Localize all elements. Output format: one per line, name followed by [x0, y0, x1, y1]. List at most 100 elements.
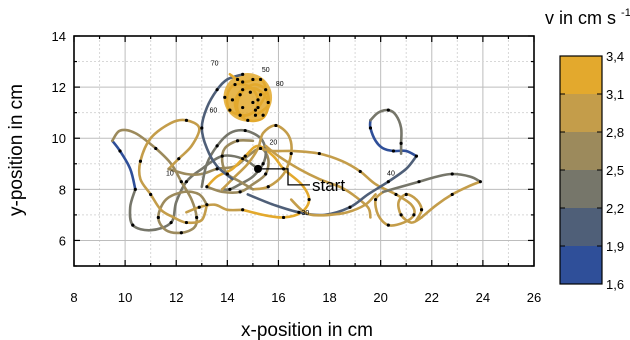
colorbar-title: v in cm s -1 [545, 7, 630, 28]
time-marker [200, 126, 204, 130]
time-marker [228, 108, 232, 112]
time-marker [248, 90, 252, 94]
time-marker [274, 123, 278, 128]
time-marker [238, 93, 242, 97]
axis-ticks: 8 10 12 14 16 18 20 22 24 26 6 8 10 12 14 [52, 29, 542, 305]
colorbar-tick-label: 3,4 [606, 49, 624, 64]
time-marker [238, 113, 242, 117]
time-marker [215, 167, 219, 171]
time-marker [256, 98, 260, 102]
time-marker [179, 231, 183, 235]
time-marker [241, 105, 245, 110]
x-tick-label: 10 [118, 290, 132, 305]
time-annotations: 10 20 30 40 50 60 70 80 start [166, 60, 395, 217]
trajectory-segment [264, 144, 372, 219]
time-marker [131, 223, 135, 227]
colorbar-tick-label: 1,6 [606, 277, 624, 292]
x-tick-label: 18 [322, 290, 336, 305]
time-marker [235, 139, 240, 143]
y-axis-title: y-position in cm [6, 84, 27, 216]
colorbar-band [560, 132, 602, 170]
time-marker [373, 197, 378, 202]
colorbar-band [560, 246, 602, 284]
colorbar-tick-label: 1,9 [606, 239, 624, 254]
trajectory-segment [200, 73, 244, 181]
time-marker [450, 192, 454, 197]
time-marker [348, 205, 352, 209]
time-marker [238, 190, 242, 194]
time-marker [258, 146, 263, 151]
time-marker [241, 72, 245, 76]
colorbar-title-exponent: -1 [621, 7, 630, 19]
x-tick-label: 22 [425, 290, 439, 305]
colorbar-band [560, 94, 602, 132]
trajectory-segment [369, 108, 403, 155]
time-marker [154, 146, 158, 151]
time-marker [205, 203, 209, 207]
time-marker [399, 213, 403, 217]
x-tick-label: 26 [527, 290, 541, 305]
time-marker [184, 180, 189, 184]
time-marker [414, 154, 419, 158]
trajectory-markers [118, 72, 482, 235]
y-tick-label: 10 [52, 131, 66, 146]
time-marker [251, 77, 255, 82]
time-marker [184, 220, 189, 225]
time-marker [317, 151, 321, 156]
time-marker [419, 208, 424, 212]
time-marker [241, 80, 245, 84]
time-marker [118, 149, 122, 153]
time-marker [243, 128, 247, 133]
time-label: 60 [209, 108, 217, 115]
time-marker [251, 100, 255, 105]
colorbar-band [560, 170, 602, 208]
time-marker [230, 98, 235, 102]
colorbar-tick-label: 2,2 [606, 201, 624, 216]
x-tick-label: 24 [476, 290, 490, 305]
time-marker [264, 172, 268, 176]
time-marker [149, 192, 153, 197]
time-marker [264, 88, 268, 92]
time-marker [156, 215, 160, 220]
time-marker [241, 88, 245, 92]
start-callout-line [258, 168, 310, 186]
trajectory-segment [381, 172, 482, 194]
y-tick-label: 6 [59, 233, 66, 248]
time-marker [133, 187, 137, 191]
time-marker [235, 77, 240, 82]
trajectory-segment [185, 203, 244, 214]
time-marker [386, 108, 390, 112]
time-marker [223, 95, 227, 99]
time-marker [417, 180, 421, 184]
time-marker [404, 192, 408, 197]
trajectory-series [111, 73, 482, 235]
x-tick-label: 16 [271, 290, 285, 305]
time-marker [358, 169, 362, 174]
time-marker [225, 172, 229, 176]
time-marker [266, 100, 270, 105]
trajectory-segment [128, 154, 260, 232]
time-marker [179, 180, 183, 184]
trajectory-segment [200, 128, 268, 191]
time-marker [281, 215, 286, 220]
y-tick-label: 8 [59, 182, 66, 197]
x-axis-title: x-position in cm [241, 320, 373, 340]
time-marker [307, 197, 311, 202]
time-marker [412, 213, 416, 217]
time-marker [256, 105, 260, 110]
time-label: 80 [276, 81, 284, 88]
time-marker [450, 172, 454, 176]
time-marker [253, 108, 258, 112]
time-marker [297, 210, 301, 214]
time-marker [394, 192, 398, 197]
time-marker [177, 157, 181, 161]
time-marker [184, 118, 189, 122]
time-marker [253, 113, 258, 117]
time-marker [243, 154, 247, 158]
time-marker [289, 151, 293, 156]
start-label: start [312, 176, 345, 195]
time-marker [205, 185, 209, 189]
time-marker [386, 180, 390, 184]
time-marker [399, 141, 403, 145]
